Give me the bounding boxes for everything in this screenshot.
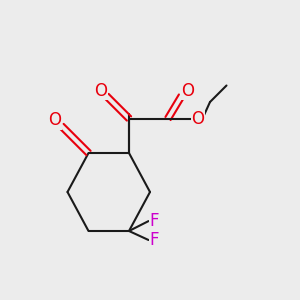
Text: F: F xyxy=(150,212,159,230)
Text: O: O xyxy=(181,82,194,100)
Text: F: F xyxy=(150,231,159,249)
Text: O: O xyxy=(48,111,62,129)
Text: O: O xyxy=(94,82,107,100)
Text: O: O xyxy=(191,110,205,128)
